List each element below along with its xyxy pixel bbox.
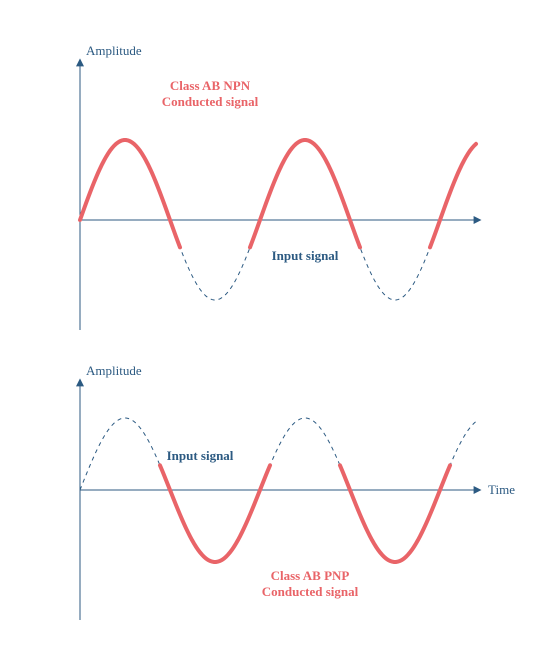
y-axis-label: Amplitude xyxy=(86,43,142,58)
conducted-signal-wave xyxy=(160,465,270,562)
input-signal-label: Input signal xyxy=(167,448,234,463)
input-signal-label: Input signal xyxy=(272,248,339,263)
npn-label-line1: Class AB NPN xyxy=(170,78,251,93)
diagram-canvas: AmplitudeClass AB NPNConducted signalInp… xyxy=(0,0,560,651)
npn-label-line2: Conducted signal xyxy=(162,94,259,109)
pnp-label-line1: Class AB PNP xyxy=(271,568,350,583)
x-axis-label: Time xyxy=(488,482,515,497)
y-axis-label: Amplitude xyxy=(86,363,142,378)
pnp-label-line2: Conducted signal xyxy=(262,584,359,599)
conducted-signal-wave xyxy=(430,144,476,247)
conducted-signal-wave xyxy=(340,465,450,562)
conducted-signal-wave xyxy=(80,140,180,247)
conducted-signal-wave xyxy=(250,140,360,247)
